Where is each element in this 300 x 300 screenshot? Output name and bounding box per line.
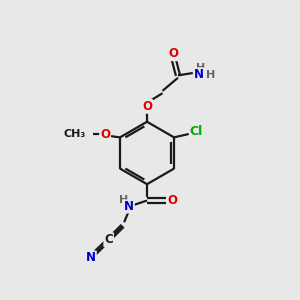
Text: C: C [104, 233, 113, 246]
Text: O: O [167, 194, 177, 207]
Text: Cl: Cl [190, 125, 203, 138]
Text: H: H [206, 70, 215, 80]
Text: N: N [86, 251, 96, 264]
Text: O: O [100, 128, 110, 141]
Text: O: O [169, 47, 178, 60]
Text: H: H [119, 195, 128, 205]
Text: CH₃: CH₃ [63, 129, 86, 140]
Text: H: H [196, 63, 206, 73]
Text: N: N [194, 68, 204, 81]
Text: O: O [142, 100, 152, 113]
Text: N: N [124, 200, 134, 213]
